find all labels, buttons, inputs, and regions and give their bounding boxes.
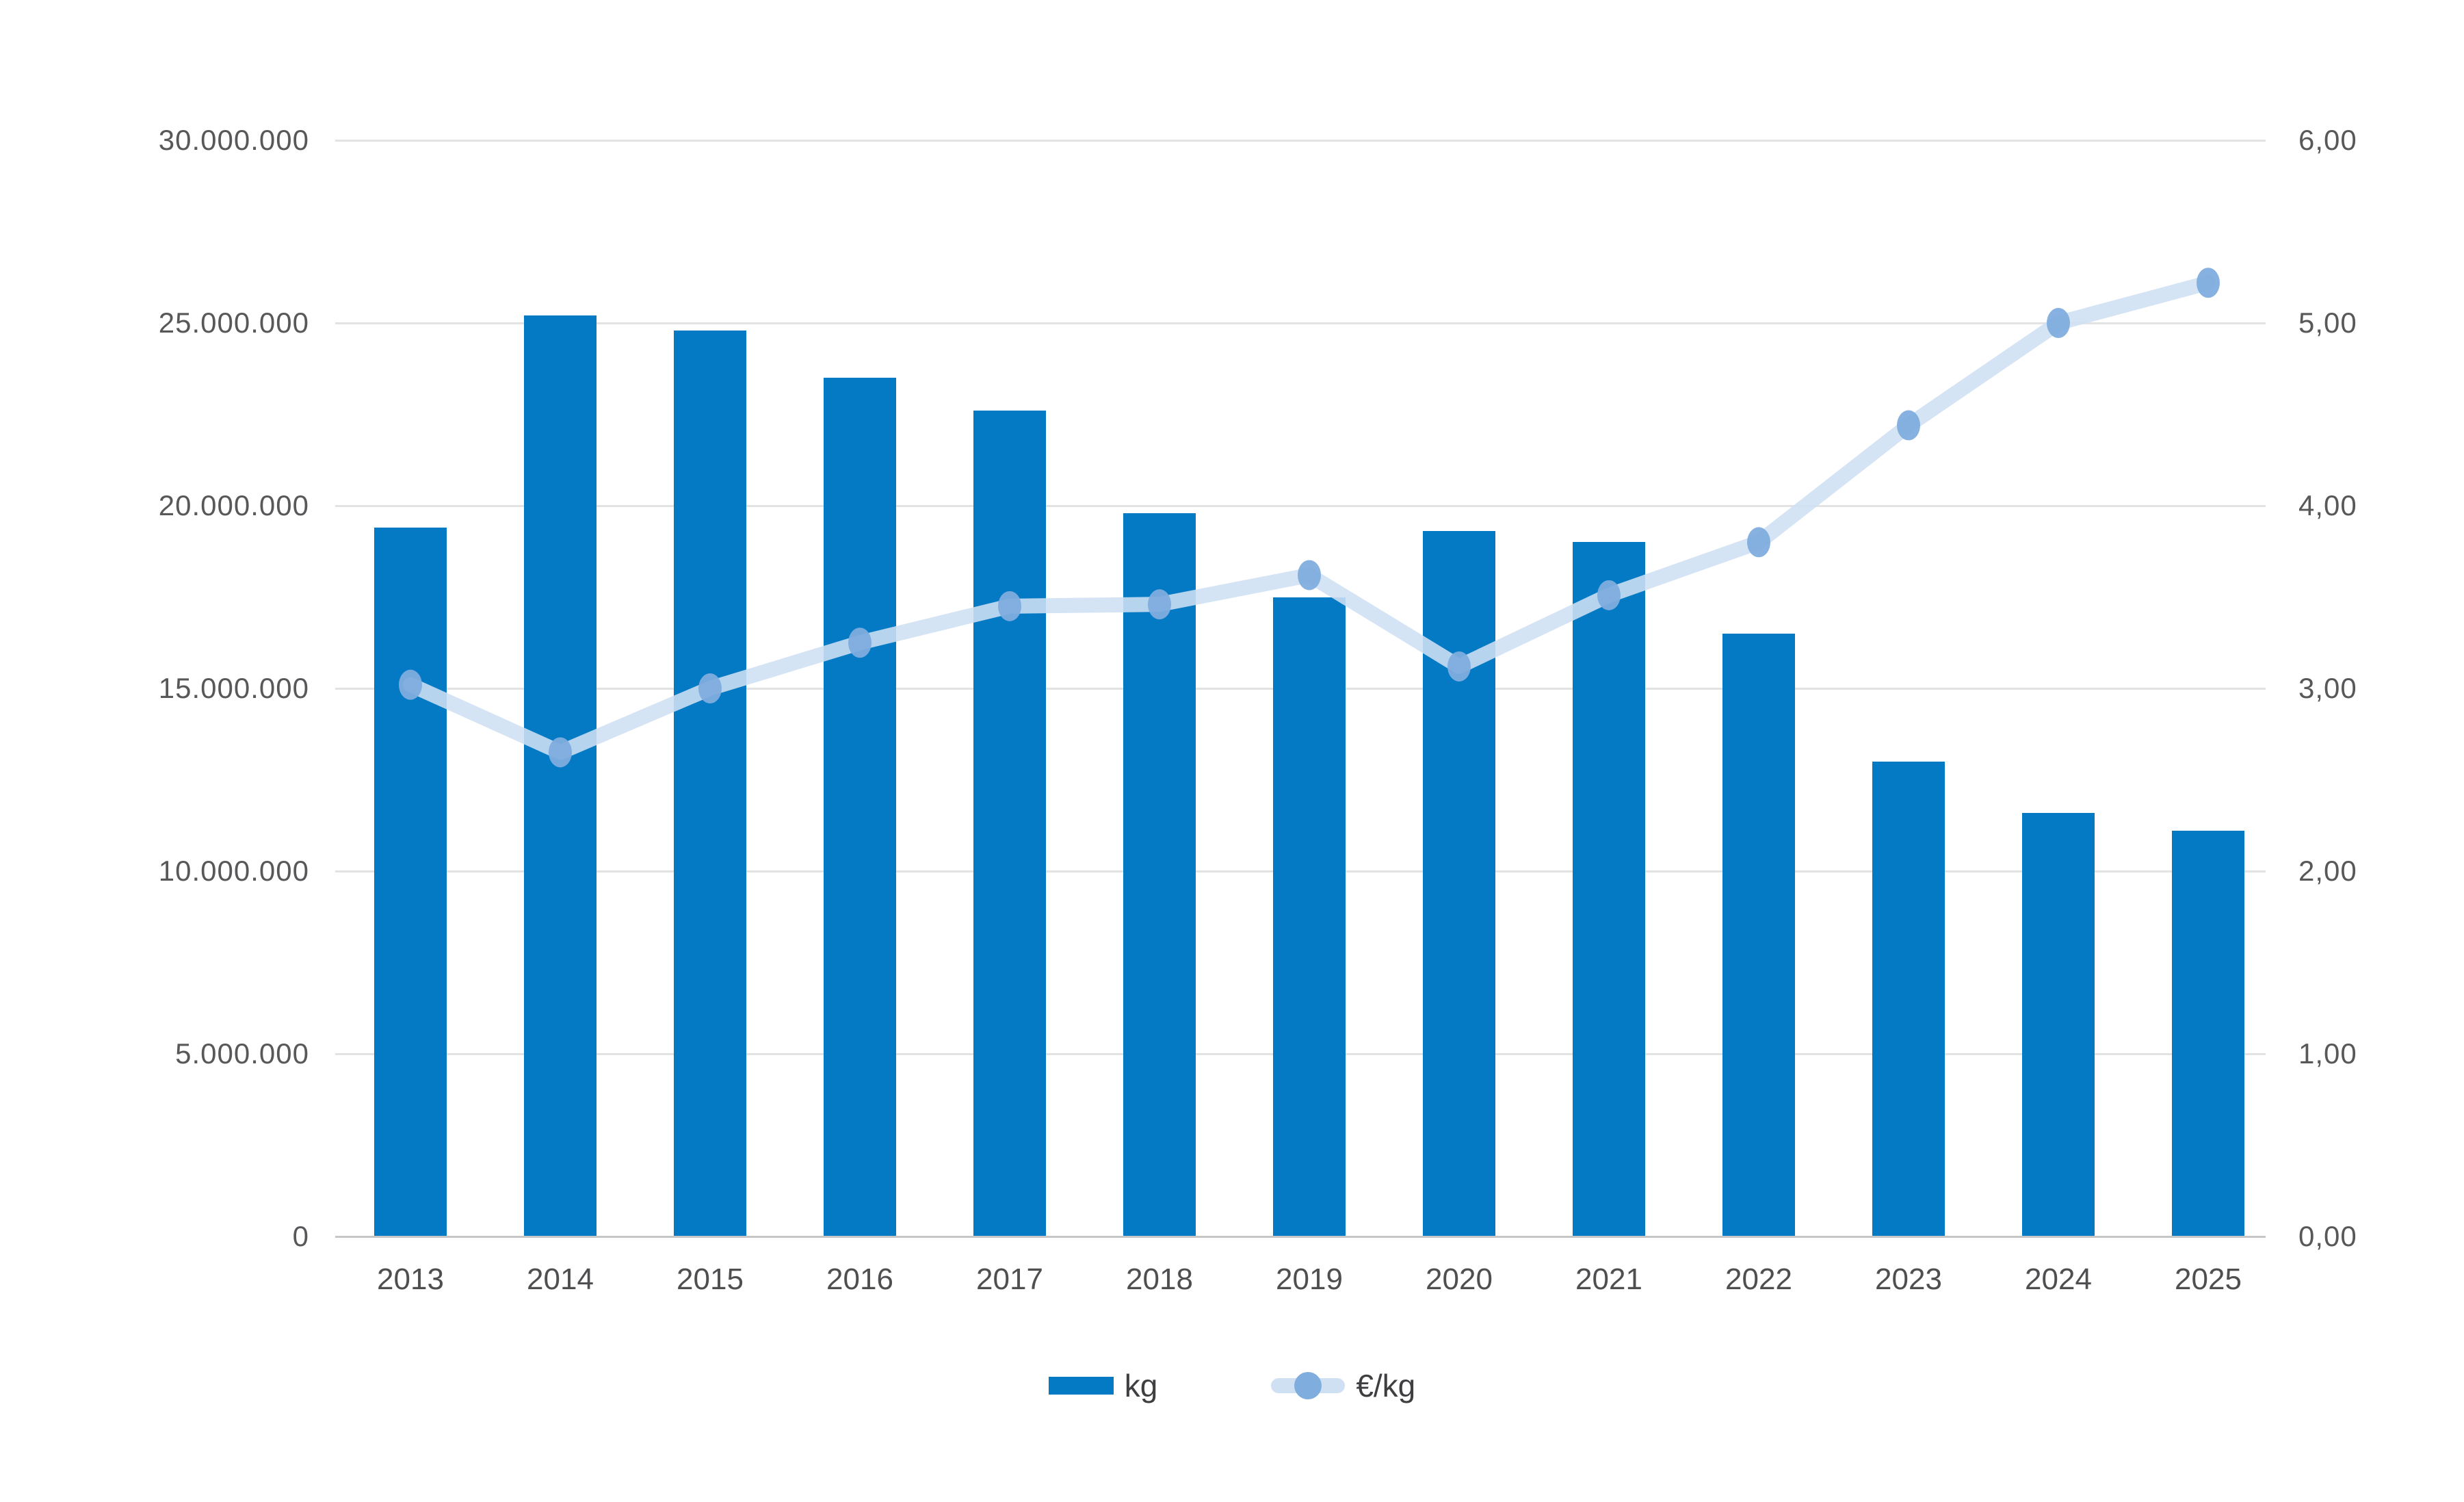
left-axis-tick: 0 [292,1220,309,1252]
legend-kg-label: kg [1124,1368,1158,1403]
legend-eur-marker-dot [1294,1372,1322,1399]
x-axis-label-2025: 2025 [2175,1263,2242,1296]
x-axis-label-2020: 2020 [1426,1263,1493,1296]
right-axis-tick: 6,00 [2298,124,2357,156]
left-axis-tick: 30.000.000 [158,124,309,156]
gridline [335,504,2266,507]
x-axis-label-2015: 2015 [677,1263,744,1296]
bar-2013 [374,528,447,1236]
right-axis-tick: 5,00 [2298,307,2357,339]
left-axis-tick: 25.000.000 [158,307,309,339]
bar-2025 [2172,831,2244,1236]
legend-kg-bar-swatch [1048,1377,1114,1395]
right-axis-tick: 1,00 [2298,1037,2357,1070]
bar-2023 [1872,761,1945,1236]
x-axis-label-2014: 2014 [527,1263,594,1296]
x-axis-label-2019: 2019 [1276,1263,1343,1296]
line-point-2023 [1897,410,1920,441]
line-point-2019 [1298,560,1321,591]
bar-2018 [1123,513,1196,1236]
bar-2019 [1273,597,1346,1236]
legend-item-kg: kg [1048,1367,1158,1404]
gridline [335,1235,2266,1238]
right-axis-tick: 0,00 [2298,1220,2357,1252]
x-axis-label-2021: 2021 [1575,1263,1642,1296]
x-axis-label-2018: 2018 [1126,1263,1193,1296]
bar-2017 [973,411,1046,1236]
right-axis-tick: 3,00 [2298,672,2357,704]
bar-2021 [1573,542,1645,1236]
line-point-2025 [2197,268,2220,298]
line-point-2022 [1747,527,1770,558]
bar-2016 [824,378,896,1236]
legend-eur-label: €/kg [1356,1368,1416,1403]
legend-eur-line-swatch [1271,1372,1346,1399]
x-axis-label-2024: 2024 [2025,1263,2092,1296]
left-axis-tick: 5.000.000 [175,1037,309,1070]
bar-2022 [1722,633,1795,1236]
left-axis-tick: 15.000.000 [158,672,309,704]
x-axis-label-2013: 2013 [377,1263,444,1296]
bar-2024 [2022,812,2095,1236]
left-axis-tick: 20.000.000 [158,489,309,521]
bar-2014 [524,315,597,1236]
x-axis-label-2022: 2022 [1725,1263,1792,1296]
x-axis-label-2023: 2023 [1875,1263,1942,1296]
gridline [335,139,2266,142]
x-axis-label-2017: 2017 [976,1263,1043,1296]
gridline [335,322,2266,324]
right-axis-tick: 2,00 [2298,855,2357,887]
legend-item-eur-per-kg: €/kg [1271,1367,1415,1404]
bar-2015 [674,330,746,1236]
legend: kg €/kg [0,1365,2464,1406]
x-axis-label-2016: 2016 [826,1263,893,1296]
bar-2020 [1423,531,1495,1236]
right-axis-tick: 4,00 [2298,489,2357,521]
left-axis-tick: 10.000.000 [158,855,309,887]
